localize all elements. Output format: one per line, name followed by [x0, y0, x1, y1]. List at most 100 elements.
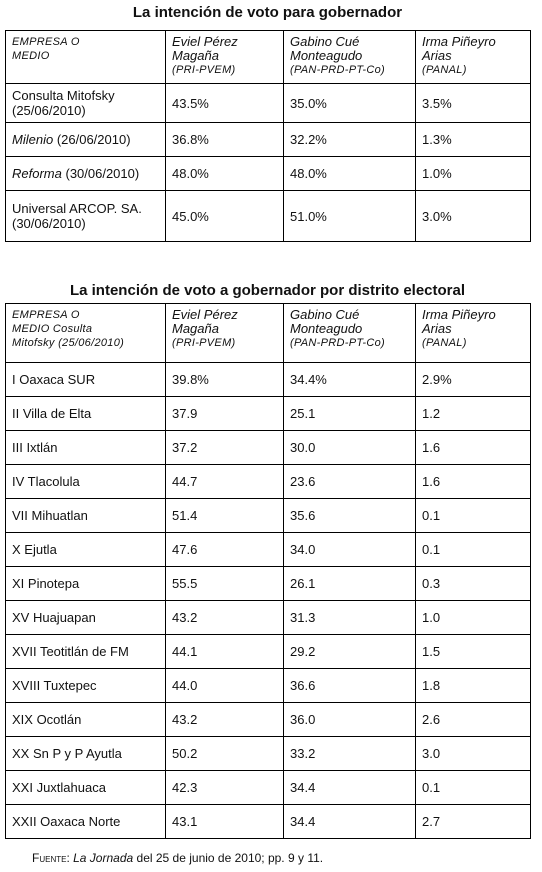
value-cell: 44.7 — [165, 464, 284, 499]
row-label: II Villa de Elta — [5, 396, 166, 431]
row-label: XI Pinotepa — [5, 566, 166, 601]
candidate-header: Irma Piñeyro Arias (PANAL) — [415, 30, 531, 84]
value-cell: 51.4 — [165, 498, 284, 533]
data-row: IV Tlacolula 44.7 23.6 1.6 — [5, 464, 531, 499]
value-cell: 48.0% — [283, 156, 416, 191]
source-name: III Ixtlán — [12, 440, 58, 455]
value-cell: 43.5% — [165, 83, 284, 123]
data-row: Reforma (30/06/2010) 48.0% 48.0% 1.0% — [5, 156, 531, 191]
row-label: XX Sn P y P Ayutla — [5, 736, 166, 771]
data-row: Consulta Mitofsky (25/06/2010) 43.5% 35.0%… — [5, 83, 531, 123]
footnote: Fuente: La Jornada del 25 de junio de 20… — [32, 851, 323, 865]
value-cell: 42.3 — [165, 770, 284, 805]
source-name: Milenio — [12, 132, 54, 147]
value-cell: 1.0 — [415, 600, 531, 635]
candidate-header: Gabino Cué Monteagudo (PAN-PRD-PT-Co) — [283, 303, 416, 363]
value-cell: 0.1 — [415, 532, 531, 567]
row-label: Consulta Mitofsky (25/06/2010) — [5, 83, 166, 123]
value-cell: 37.9 — [165, 396, 284, 431]
value-cell: 39.8% — [165, 362, 284, 397]
row-label: Reforma (30/06/2010) — [5, 156, 166, 191]
data-row: Universal ARCOP. SA. (30/06/2010) 45.0% 51… — [5, 190, 531, 242]
data-row: VII Mihuatlan 51.4 35.6 0.1 — [5, 498, 531, 533]
value-cell: 31.3 — [283, 600, 416, 635]
row-label: VII Mihuatlan — [5, 498, 166, 533]
candidate-name: Arias — [422, 48, 452, 63]
candidate-name: Arias — [422, 321, 452, 336]
value-cell: 1.5 — [415, 634, 531, 669]
source-name: IV Tlacolula — [12, 474, 80, 489]
value-cell: 2.7 — [415, 804, 531, 839]
data-row: XXII Oaxaca Norte 43.1 34.4 2.7 — [5, 804, 531, 839]
data-row: XV Huajuapan 43.2 31.3 1.0 — [5, 600, 531, 635]
candidate-name: Irma Piñeyro — [422, 307, 496, 322]
value-cell: 0.1 — [415, 498, 531, 533]
header-row: EMPRESA O MEDIO Eviel Pérez Magaña (PRI-PVEM… — [5, 30, 531, 84]
source-name: Reforma — [12, 166, 62, 181]
header-text: MEDIO Cosulta — [12, 323, 93, 335]
source-name: Consulta Mitofsky — [12, 88, 115, 103]
data-row: XVIII Tuxtepec 44.0 36.6 1.8 — [5, 668, 531, 703]
source-name: XVIII Tuxtepec — [12, 678, 97, 693]
value-cell: 33.2 — [283, 736, 416, 771]
value-cell: 1.6 — [415, 464, 531, 499]
source-name: VII Mihuatlan — [12, 508, 88, 523]
candidate-header: Gabino Cué Monteagudo (PAN-PRD-PT-Co) — [283, 30, 416, 84]
footnote-text: del 25 de junio de 2010; pp. 9 y 11. — [136, 851, 324, 865]
value-cell: 32.2% — [283, 122, 416, 157]
value-cell: 48.0% — [165, 156, 284, 191]
value-cell: 36.6 — [283, 668, 416, 703]
value-cell: 1.2 — [415, 396, 531, 431]
value-cell: 44.0 — [165, 668, 284, 703]
footnote-source: La Jornada — [73, 851, 134, 865]
header-text: EMPRESA O — [12, 309, 80, 321]
candidate-party: (PRI-PVEM) — [172, 337, 236, 349]
data-row: XIX Ocotlán 43.2 36.0 2.6 — [5, 702, 531, 737]
row-label: Universal ARCOP. SA. (30/06/2010) — [5, 190, 166, 242]
candidate-party: (PANAL) — [422, 337, 467, 349]
row-label: Milenio (26/06/2010) — [5, 122, 166, 157]
data-row: X Ejutla 47.6 34.0 0.1 — [5, 532, 531, 567]
value-cell: 1.8 — [415, 668, 531, 703]
row-label: XVII Teotitlán de FM — [5, 634, 166, 669]
value-cell: 50.2 — [165, 736, 284, 771]
row-label: XVIII Tuxtepec — [5, 668, 166, 703]
row-label: XXII Oaxaca Norte — [5, 804, 166, 839]
source-name: XXI Juxtlahuaca — [12, 780, 106, 795]
value-cell: 1.3% — [415, 122, 531, 157]
source-name: XXII Oaxaca Norte — [12, 814, 121, 829]
candidate-name: Eviel Pérez — [172, 34, 238, 49]
source-name: X Ejutla — [12, 542, 57, 557]
header-cell: EMPRESA O MEDIO — [5, 30, 166, 84]
value-cell: 51.0% — [283, 190, 416, 242]
value-cell: 36.0 — [283, 702, 416, 737]
data-row: XVII Teotitlán de FM 44.1 29.2 1.5 — [5, 634, 531, 669]
value-cell: 29.2 — [283, 634, 416, 669]
row-label: XIX Ocotlán — [5, 702, 166, 737]
candidate-name: Irma Piñeyro — [422, 34, 496, 49]
value-cell: 0.3 — [415, 566, 531, 601]
value-cell: 3.0 — [415, 736, 531, 771]
value-cell: 1.0% — [415, 156, 531, 191]
row-label: XV Huajuapan — [5, 600, 166, 635]
source-name: XVII Teotitlán de FM — [12, 644, 129, 659]
footnote-label: Fuente: — [32, 851, 70, 865]
value-cell: 43.2 — [165, 702, 284, 737]
header-text: Mitofsky (25/06/2010) — [12, 337, 125, 349]
data-row: XI Pinotepa 55.5 26.1 0.3 — [5, 566, 531, 601]
header-text: MEDIO — [12, 50, 50, 62]
source-date: (30/06/2010) — [12, 216, 86, 231]
data-row: XXI Juxtlahuaca 42.3 34.4 0.1 — [5, 770, 531, 805]
value-cell: 47.6 — [165, 532, 284, 567]
candidate-party: (PAN-PRD-PT-Co) — [290, 337, 385, 349]
value-cell: 34.0 — [283, 532, 416, 567]
value-cell: 55.5 — [165, 566, 284, 601]
row-label: IV Tlacolula — [5, 464, 166, 499]
candidate-header: Irma Piñeyro Arias (PANAL) — [415, 303, 531, 363]
source-date: (30/06/2010) — [65, 166, 140, 181]
source-name: Universal ARCOP. SA. — [12, 201, 142, 216]
source-name: XX Sn P y P Ayutla — [12, 746, 122, 761]
value-cell: 43.1 — [165, 804, 284, 839]
